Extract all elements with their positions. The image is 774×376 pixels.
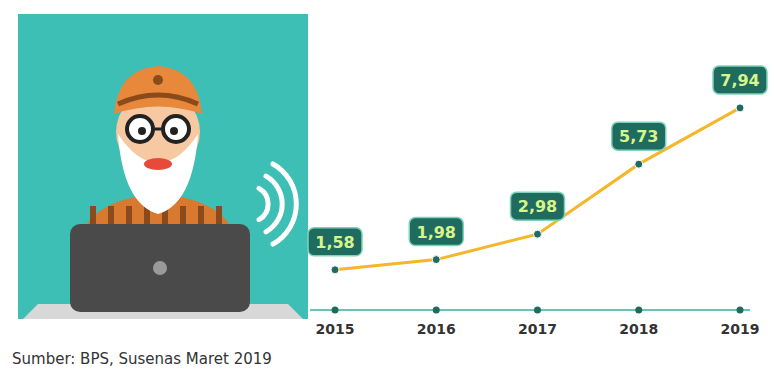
html-text:Sumber: BPS, Susenas Maret 201: Sumber: BPS, Susenas Maret 2019 bbox=[12, 350, 272, 368]
svg-text:1,58: 1,58 bbox=[315, 233, 354, 252]
svg-text:2017: 2017 bbox=[518, 321, 557, 337]
svg-text:2015: 2015 bbox=[316, 321, 355, 337]
svg-text:2,98: 2,98 bbox=[518, 197, 557, 216]
svg-text:2016: 2016 bbox=[417, 321, 456, 337]
svg-text:2019: 2019 bbox=[721, 321, 760, 337]
svg-text:2018: 2018 bbox=[619, 321, 658, 337]
svg-text:7,94: 7,94 bbox=[720, 71, 759, 90]
svg-text:5,73: 5,73 bbox=[619, 127, 658, 146]
svg-text:1,98: 1,98 bbox=[417, 223, 456, 242]
